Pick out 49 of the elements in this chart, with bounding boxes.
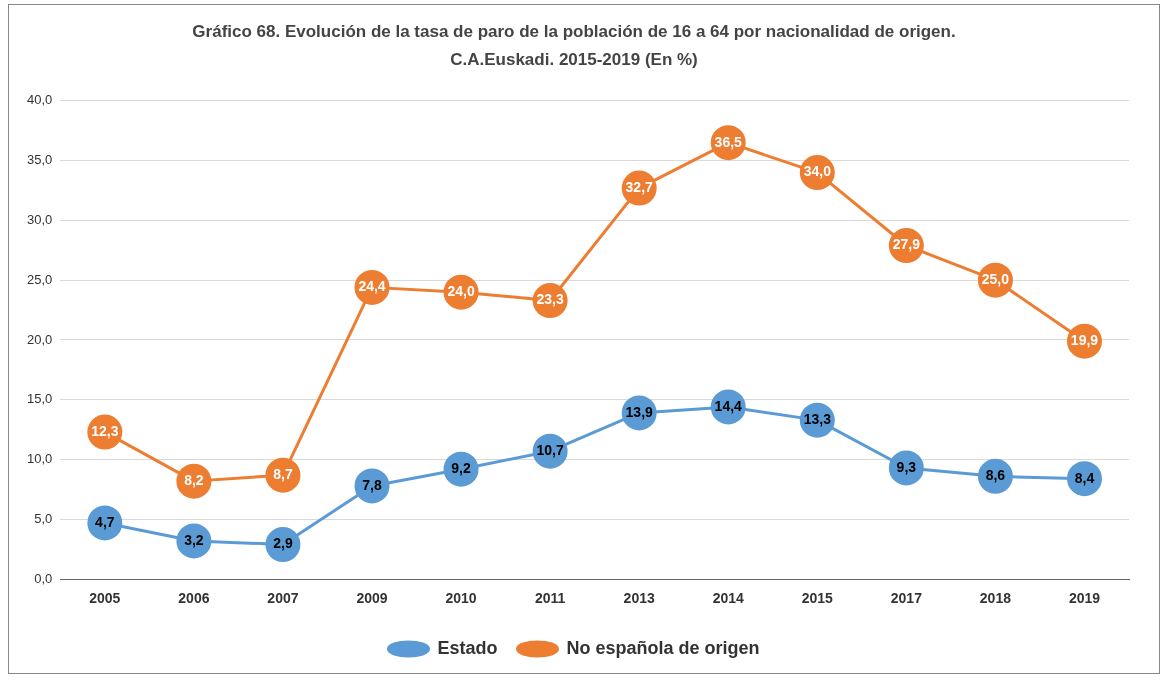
x-tick-label: 2013 [623,590,655,607]
data-label: 7,8 [362,476,382,493]
y-tick-label: 0,0 [34,570,53,586]
data-label: 14,4 [714,397,743,414]
data-label: 32,7 [625,178,654,195]
data-label: 12,3 [91,422,119,439]
data-label: 8,6 [985,467,1006,484]
data-label: 23,3 [536,291,564,308]
data-label: 25,0 [981,271,1010,288]
data-label: 9,3 [896,458,917,475]
y-tick-label: 20,0 [26,331,53,347]
y-tick-label: 5,0 [34,510,53,526]
x-tick-label: 2017 [890,590,923,607]
data-label: 13,3 [803,410,832,427]
data-label: 8,2 [184,471,204,488]
data-label: 9,2 [451,460,472,477]
y-tick-label: 30,0 [26,211,53,227]
data-label: 2,9 [273,535,293,552]
data-label: 34,0 [803,163,832,180]
x-tick-label: 2005 [89,590,121,607]
y-tick-label: 35,0 [26,152,53,168]
x-tick-label: 2011 [534,590,566,607]
y-tick-label: 10,0 [26,451,53,467]
data-label: 27,9 [892,236,921,253]
legend-label: No española de origen [566,637,760,658]
x-tick-label: 2018 [979,590,1012,607]
data-label: 10,7 [536,442,564,459]
x-tick-label: 2009 [356,590,388,607]
x-tick-label: 2006 [178,590,210,607]
data-label: 8,4 [1074,469,1095,486]
x-tick-label: 2014 [712,590,745,607]
x-tick-label: 2015 [801,590,834,607]
y-tick-label: 40,0 [26,92,53,108]
x-tick-label: 2010 [445,590,477,607]
data-label: 3,2 [184,531,204,548]
chart-subtitle: C.A.Euskadi. 2015-2019 (En %) [450,50,698,70]
data-label: 8,7 [273,466,293,483]
data-label: 4,7 [95,513,115,530]
data-label: 24,0 [447,283,475,300]
y-tick-label: 15,0 [26,391,53,407]
x-tick-label: 2019 [1068,590,1101,607]
chart-title: Gráfico 68. Evolución de la tasa de paro de la población de 16 a 64 por nacionalidad de origen. [192,21,956,41]
y-tick-label: 25,0 [26,271,53,287]
data-label: 13,9 [625,403,654,420]
data-label: 19,9 [1070,332,1099,349]
data-label: 24,4 [358,278,386,295]
legend-label: Estado [437,637,498,658]
x-tick-label: 2007 [267,590,299,607]
data-label: 36,5 [714,133,743,150]
